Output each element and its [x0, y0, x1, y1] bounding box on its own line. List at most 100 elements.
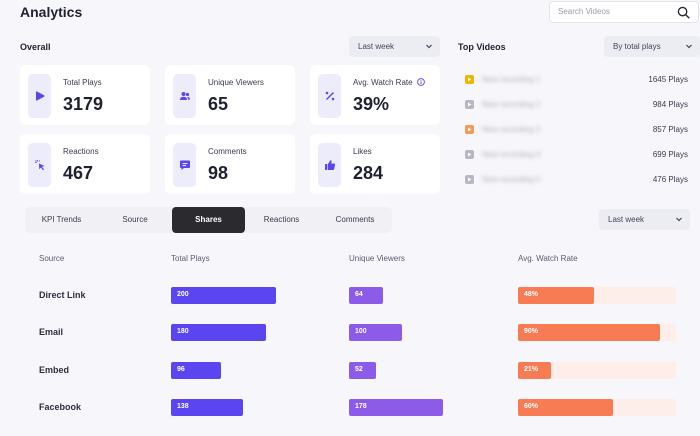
watch-rate-bar: 90%	[518, 324, 661, 341]
kpi-card-likes: Likes 284	[310, 134, 440, 194]
users-icon	[173, 74, 196, 118]
video-play-count: 984 Plays	[652, 100, 688, 109]
total-plays-bar: 200	[171, 287, 276, 304]
kpi-label: Comments	[208, 147, 247, 156]
shares-period-dropdown[interactable]: Last week	[599, 209, 690, 230]
search-icon[interactable]	[677, 6, 690, 19]
kpi-card-unique-viewers: Unique Viewers 65	[165, 65, 295, 125]
search-input[interactable]: Search Videos	[549, 1, 699, 23]
tab-source[interactable]: Source	[122, 215, 148, 224]
top-video-row[interactable]: New recording 2 984 Plays	[458, 95, 700, 117]
cursor-click-icon	[28, 143, 51, 187]
video-play-count: 476 Plays	[652, 175, 688, 184]
tab-shares[interactable]: Shares	[172, 207, 245, 233]
column-header-avg-watch-rate: Avg. Watch Rate	[518, 254, 578, 263]
tab-bar: KPI Trends Source Shares Reactions Comme…	[25, 207, 392, 233]
kpi-card-reactions: Reactions 467	[20, 134, 150, 194]
unique-viewers-bar: 178	[349, 399, 443, 416]
unique-viewers-bar-value: 100	[355, 328, 367, 335]
top-videos-sort-dropdown[interactable]: By total plays	[604, 36, 700, 57]
kpi-label: Likes	[353, 147, 372, 156]
total-plays-bar-value: 96	[177, 366, 185, 373]
column-header-source: Source	[39, 254, 65, 263]
watch-rate-bar-value: 60%	[524, 403, 539, 410]
header: Analytics Search Videos	[0, 0, 700, 30]
column-header-unique-viewers: Unique Viewers	[349, 254, 405, 263]
top-video-row[interactable]: New recording 1 1645 Plays	[458, 70, 700, 92]
source-label: Facebook	[39, 402, 82, 412]
tab-comments[interactable]: Comments	[335, 215, 375, 224]
video-title[interactable]: New recording 4	[482, 150, 541, 159]
video-play-count: 857 Plays	[652, 125, 688, 134]
chevron-down-icon	[676, 217, 682, 222]
video-title[interactable]: New recording 1	[482, 75, 541, 84]
top-videos-sort-value: By total plays	[613, 42, 661, 51]
overall-label: Overall	[20, 42, 51, 52]
top-video-row[interactable]: New recording 5 476 Plays	[458, 170, 700, 192]
kpi-card-total-plays: Total Plays 3179	[20, 65, 150, 125]
tab-reactions[interactable]: Reactions	[263, 215, 300, 224]
total-plays-bar-value: 200	[177, 291, 189, 298]
kpi-label: Reactions	[63, 147, 99, 156]
total-plays-bar: 96	[171, 362, 222, 379]
percent-icon	[318, 74, 341, 118]
tab-kpi-trends[interactable]: KPI Trends	[41, 215, 82, 224]
unique-viewers-bar-value: 64	[355, 291, 363, 298]
source-label: Email	[39, 327, 64, 337]
kpi-value: 467	[63, 163, 94, 183]
search-placeholder: Search Videos	[558, 7, 610, 16]
overall-period-value: Last week	[358, 42, 395, 51]
watch-rate-bar-value: 90%	[524, 328, 539, 335]
watch-rate-bar: 60%	[518, 399, 613, 416]
column-header-total-plays: Total Plays	[171, 254, 210, 263]
video-thumbnail-play-icon	[465, 150, 474, 159]
kpi-value: 284	[353, 163, 384, 183]
watch-rate-bar: 21%	[518, 362, 552, 379]
video-title[interactable]: New recording 2	[482, 100, 541, 109]
source-label: Embed	[39, 365, 70, 375]
total-plays-bar-value: 138	[177, 403, 189, 410]
kpi-card-avg-watch-rate: Avg. Watch Rate 39%	[310, 65, 440, 125]
video-play-count: 699 Plays	[652, 150, 688, 159]
watch-rate-bar: 48%	[518, 287, 594, 304]
unique-viewers-bar: 52	[349, 362, 377, 379]
thumbs-up-icon	[318, 143, 341, 187]
overall-period-dropdown[interactable]: Last week	[349, 36, 440, 57]
comment-icon	[173, 143, 196, 187]
kpi-value: 39%	[353, 94, 390, 114]
unique-viewers-bar: 100	[349, 324, 402, 341]
watch-rate-bar-value: 48%	[524, 291, 539, 298]
unique-viewers-bar-value: 52	[355, 366, 363, 373]
top-video-row[interactable]: New recording 4 699 Plays	[458, 145, 700, 167]
video-thumbnail-play-icon	[465, 125, 474, 134]
unique-viewers-bar: 64	[349, 287, 383, 304]
kpi-label: Total Plays	[63, 78, 102, 87]
video-thumbnail-play-icon	[465, 175, 474, 184]
watch-rate-bar-value: 21%	[524, 366, 539, 373]
total-plays-bar-value: 180	[177, 328, 189, 335]
page-title: Analytics	[20, 4, 83, 20]
source-label: Direct Link	[39, 290, 86, 300]
kpi-value: 98	[208, 163, 229, 183]
kpi-card-comments: Comments 98	[165, 134, 295, 194]
info-icon[interactable]	[416, 78, 425, 86]
video-title[interactable]: New recording 3	[482, 125, 541, 134]
kpi-value: 3179	[63, 94, 104, 114]
chevron-down-icon	[426, 44, 432, 49]
kpi-label-text: Avg. Watch Rate	[353, 78, 413, 87]
total-plays-bar: 138	[171, 399, 244, 416]
kpi-label: Avg. Watch Rate	[353, 78, 425, 87]
video-title[interactable]: New recording 5	[482, 175, 541, 184]
top-video-row[interactable]: New recording 3 857 Plays	[458, 120, 700, 142]
chevron-down-icon	[686, 44, 692, 49]
top-videos-label: Top Videos	[458, 42, 506, 52]
play-icon	[28, 74, 51, 118]
kpi-label: Unique Viewers	[208, 78, 264, 87]
total-plays-bar: 180	[171, 324, 266, 341]
video-thumbnail-play-icon	[465, 75, 474, 84]
watch-rate-track	[518, 362, 676, 379]
video-play-count: 1645 Plays	[648, 75, 688, 84]
video-thumbnail-play-icon	[465, 100, 474, 109]
unique-viewers-bar-value: 178	[355, 403, 367, 410]
kpi-value: 65	[208, 94, 229, 114]
